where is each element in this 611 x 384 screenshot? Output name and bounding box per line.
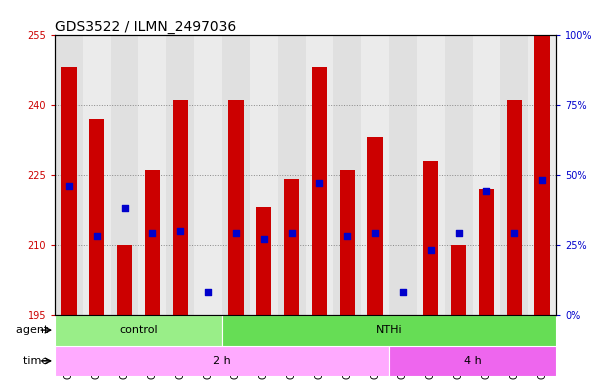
Bar	[222, 315, 556, 346]
Bar	[334, 35, 361, 315]
Point	[315, 180, 324, 186]
Point	[203, 289, 213, 295]
Point	[398, 289, 408, 295]
Bar	[340, 170, 355, 315]
Text: 2 h: 2 h	[213, 356, 231, 366]
Text: time: time	[23, 356, 52, 366]
Point	[342, 233, 352, 239]
Bar	[55, 35, 83, 315]
Bar	[139, 35, 166, 315]
Bar	[89, 119, 104, 315]
Bar	[367, 137, 382, 315]
Bar	[479, 189, 494, 315]
Point	[231, 230, 241, 237]
Bar	[417, 35, 445, 315]
Point	[426, 247, 436, 253]
Bar	[361, 35, 389, 315]
Bar	[284, 179, 299, 315]
Bar	[528, 35, 556, 315]
Point	[454, 230, 464, 237]
Bar	[451, 245, 466, 315]
Bar	[445, 35, 472, 315]
Bar	[250, 35, 277, 315]
Text: NTHi: NTHi	[376, 325, 402, 335]
Bar	[194, 35, 222, 315]
Text: GDS3522 / ILMN_2497036: GDS3522 / ILMN_2497036	[55, 20, 236, 33]
Bar	[55, 315, 222, 346]
Bar	[389, 35, 417, 315]
Point	[64, 183, 74, 189]
Bar	[55, 346, 389, 376]
Bar	[172, 100, 188, 315]
Text: control: control	[119, 325, 158, 335]
Bar	[535, 35, 550, 315]
Point	[370, 230, 380, 237]
Point	[481, 189, 491, 195]
Bar	[117, 245, 132, 315]
Bar	[222, 35, 250, 315]
Text: 4 h: 4 h	[464, 356, 481, 366]
Point	[537, 177, 547, 183]
Bar	[507, 100, 522, 315]
Point	[259, 236, 269, 242]
Bar	[61, 67, 76, 315]
Bar	[500, 35, 528, 315]
Bar	[83, 35, 111, 315]
Point	[510, 230, 519, 237]
Bar	[306, 35, 334, 315]
Bar	[389, 346, 556, 376]
Text: agent: agent	[16, 325, 52, 335]
Bar	[312, 67, 327, 315]
Bar	[472, 35, 500, 315]
Bar	[277, 35, 306, 315]
Bar	[229, 100, 244, 315]
Point	[175, 228, 185, 234]
Point	[147, 230, 157, 237]
Bar	[256, 207, 271, 315]
Point	[120, 205, 130, 211]
Point	[92, 233, 101, 239]
Point	[287, 230, 296, 237]
Bar	[145, 170, 160, 315]
Bar	[423, 161, 439, 315]
Bar	[111, 35, 139, 315]
Bar	[166, 35, 194, 315]
